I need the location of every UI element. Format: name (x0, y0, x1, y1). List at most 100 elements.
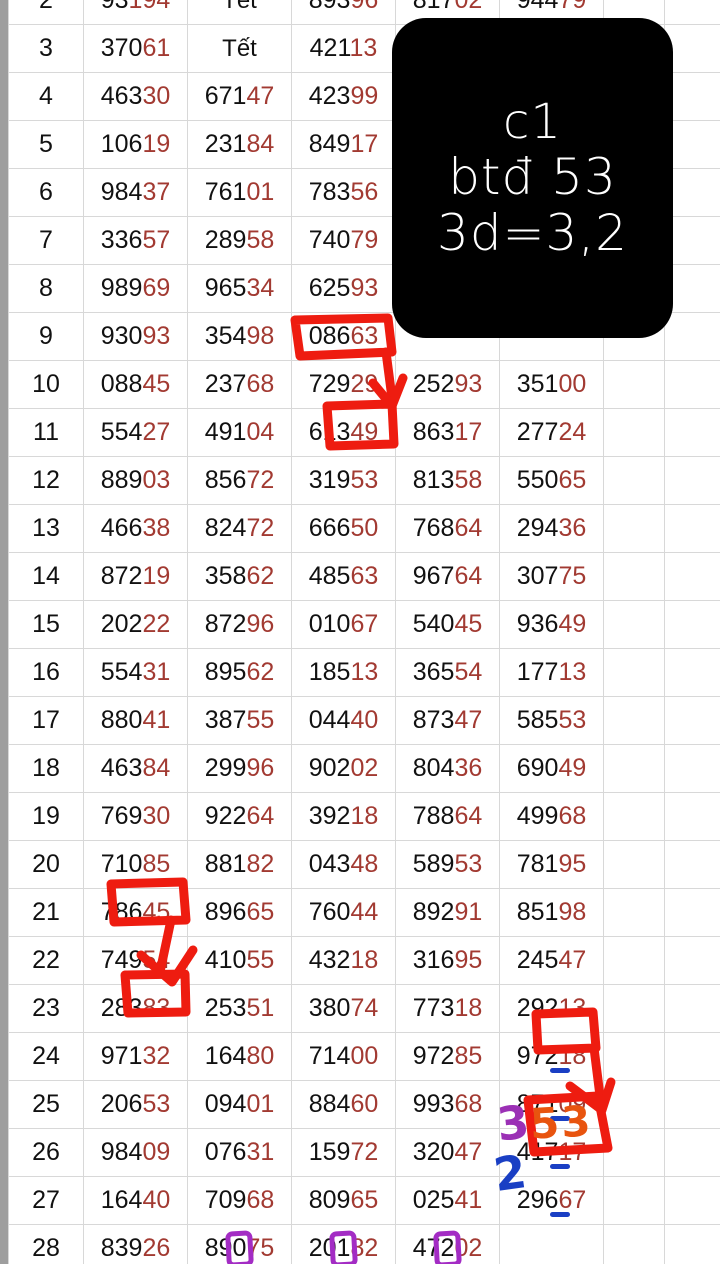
data-cell[interactable]: 43218 (291, 936, 396, 985)
data-cell[interactable]: 08845 (83, 360, 188, 409)
data-cell[interactable]: 49968 (499, 792, 604, 841)
row-index-cell[interactable]: 25 (8, 1080, 84, 1129)
data-cell[interactable]: 46384 (83, 744, 188, 793)
data-cell[interactable] (664, 1080, 720, 1129)
data-cell[interactable]: 78356 (291, 168, 396, 217)
data-cell[interactable] (664, 744, 720, 793)
data-cell[interactable]: Tết (187, 24, 292, 73)
row-index-cell[interactable]: 10 (8, 360, 84, 409)
row-index-cell[interactable]: 27 (8, 1176, 84, 1225)
data-cell[interactable] (603, 984, 665, 1033)
data-cell[interactable]: 89291 (395, 888, 500, 937)
data-cell[interactable]: 62593 (291, 264, 396, 313)
row-index-cell[interactable]: 3 (8, 24, 84, 73)
data-cell[interactable] (603, 552, 665, 601)
data-cell[interactable]: 55065 (499, 456, 604, 505)
row-index-cell[interactable]: 20 (8, 840, 84, 889)
data-cell[interactable]: 55427 (83, 408, 188, 457)
data-cell[interactable]: 46638 (83, 504, 188, 553)
data-cell[interactable]: 89665 (187, 888, 292, 937)
data-cell[interactable] (603, 1128, 665, 1177)
data-cell[interactable] (603, 456, 665, 505)
data-cell[interactable]: 80436 (395, 744, 500, 793)
data-cell[interactable] (603, 840, 665, 889)
row-index-cell[interactable]: 14 (8, 552, 84, 601)
data-cell[interactable] (603, 1176, 665, 1225)
data-cell[interactable]: 78864 (395, 792, 500, 841)
data-cell[interactable]: 35100 (499, 360, 604, 409)
data-cell[interactable] (603, 792, 665, 841)
data-cell[interactable] (603, 648, 665, 697)
data-cell[interactable] (499, 1224, 604, 1264)
data-cell[interactable] (664, 840, 720, 889)
data-cell[interactable]: 41055 (187, 936, 292, 985)
data-cell[interactable]: 25293 (395, 360, 500, 409)
data-cell[interactable]: 80965 (291, 1176, 396, 1225)
data-cell[interactable]: 83926 (83, 1224, 188, 1264)
data-cell[interactable] (664, 120, 720, 169)
data-cell[interactable]: 29996 (187, 744, 292, 793)
data-cell[interactable] (603, 1224, 665, 1264)
row-index-cell[interactable]: 19 (8, 792, 84, 841)
row-index-cell[interactable]: 16 (8, 648, 84, 697)
data-cell[interactable]: 74954 (83, 936, 188, 985)
data-cell[interactable]: 89075 (187, 1224, 292, 1264)
data-cell[interactable]: 38755 (187, 696, 292, 745)
data-cell[interactable] (603, 936, 665, 985)
row-index-cell[interactable]: 8 (8, 264, 84, 313)
data-cell[interactable]: 89562 (187, 648, 292, 697)
data-cell[interactable]: 24547 (499, 936, 604, 985)
data-cell[interactable]: 93093 (83, 312, 188, 361)
data-cell[interactable] (664, 72, 720, 121)
row-index-cell[interactable]: 17 (8, 696, 84, 745)
data-cell[interactable]: 20653 (83, 1080, 188, 1129)
data-cell[interactable]: 92264 (187, 792, 292, 841)
data-cell[interactable] (664, 648, 720, 697)
data-cell[interactable]: 67147 (187, 72, 292, 121)
data-cell[interactable] (603, 888, 665, 937)
data-cell[interactable] (664, 456, 720, 505)
data-cell[interactable]: 55431 (83, 648, 188, 697)
data-cell[interactable]: 71400 (291, 1032, 396, 1081)
data-cell[interactable]: 35862 (187, 552, 292, 601)
data-cell[interactable]: 39218 (291, 792, 396, 841)
row-index-cell[interactable]: 7 (8, 216, 84, 265)
data-cell[interactable]: 47202 (395, 1224, 500, 1264)
row-index-cell[interactable]: 23 (8, 984, 84, 1033)
data-cell[interactable] (664, 168, 720, 217)
data-cell[interactable] (664, 552, 720, 601)
row-index-cell[interactable]: 26 (8, 1128, 84, 1177)
row-index-cell[interactable]: 28 (8, 1224, 84, 1264)
data-cell[interactable]: 87347 (395, 696, 500, 745)
data-cell[interactable]: 76930 (83, 792, 188, 841)
data-cell[interactable]: 18513 (291, 648, 396, 697)
data-cell[interactable]: 01067 (291, 600, 396, 649)
black-note-card[interactable]: c1 btđ 53 3d=3,2 (392, 18, 673, 338)
data-cell[interactable]: 86317 (395, 408, 500, 457)
data-cell[interactable] (664, 600, 720, 649)
data-cell[interactable] (664, 504, 720, 553)
data-cell[interactable]: 25351 (187, 984, 292, 1033)
data-cell[interactable] (664, 936, 720, 985)
data-cell[interactable]: 48563 (291, 552, 396, 601)
data-cell[interactable]: 69049 (499, 744, 604, 793)
data-cell[interactable] (603, 744, 665, 793)
row-index-cell[interactable]: 18 (8, 744, 84, 793)
data-cell[interactable]: 74079 (291, 216, 396, 265)
data-cell[interactable] (603, 504, 665, 553)
data-cell[interactable]: 23184 (187, 120, 292, 169)
data-cell[interactable]: 31695 (395, 936, 500, 985)
data-cell[interactable]: 09401 (187, 1080, 292, 1129)
data-cell[interactable]: 88041 (83, 696, 188, 745)
data-cell[interactable]: 29667 (499, 1176, 604, 1225)
data-cell[interactable]: 93649 (499, 600, 604, 649)
data-cell[interactable] (603, 1032, 665, 1081)
data-cell[interactable]: 85672 (187, 456, 292, 505)
data-cell[interactable]: 17713 (499, 648, 604, 697)
data-cell[interactable]: Tết (187, 0, 292, 25)
data-cell[interactable]: 20222 (83, 600, 188, 649)
data-cell[interactable]: 99368 (395, 1080, 500, 1129)
data-cell[interactable]: 87219 (83, 552, 188, 601)
data-cell[interactable] (603, 1080, 665, 1129)
data-cell[interactable]: 81358 (395, 456, 500, 505)
